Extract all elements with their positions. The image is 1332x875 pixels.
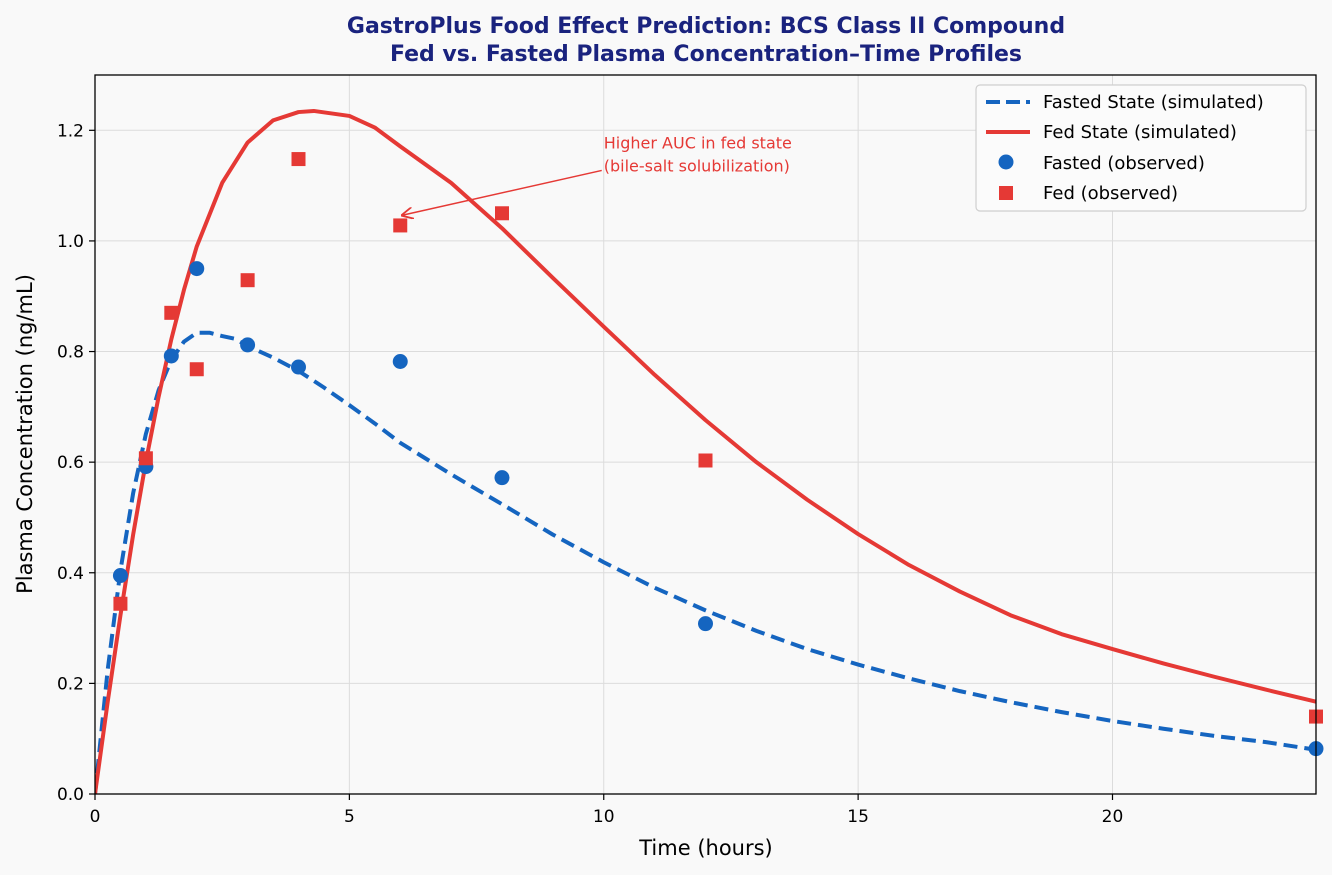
fasted-observed-point [112,568,128,584]
x-tick-label: 5 [344,807,355,827]
legend-label-fasted-sim: Fasted State (simulated) [1043,92,1264,113]
fasted-observed-point [189,261,205,277]
y-tick-label: 0.0 [57,785,84,805]
fed-observed-point [164,305,179,320]
annotation-text-line1: Higher AUC in fed state [604,133,792,152]
plot-frame [94,74,1317,795]
legend: Fasted State (simulated) Fed State (simu… [975,84,1307,212]
y-tick-label: 1.2 [57,121,84,141]
legend-label-fed-sim: Fed State (simulated) [1043,122,1237,143]
fasted-observed-point [494,470,510,486]
y-axis-label: Plasma Concentration (ng/mL) [13,274,37,594]
x-tick-label: 0 [90,807,101,827]
x-axis-label: Time (hours) [638,836,773,860]
y-tick-label: 1.0 [57,232,84,252]
annotation-text-line2: (bile-salt solubilization) [604,156,790,175]
annotation-arrow [402,169,602,215]
fasted-observed-point [291,359,306,375]
x-tick-label: 10 [593,807,615,827]
legend-box [975,84,1307,212]
fasted-observed-point [240,337,256,353]
chart-title-line1: GastroPlus Food Effect Prediction: BCS C… [347,14,1065,39]
chart-title-line2: Fed vs. Fasted Plasma Concentration–Time… [390,42,1022,67]
fasted-observed-point [698,616,713,632]
fed-observed-point [291,152,306,167]
x-tick-label: 15 [847,807,869,827]
y-tick-label: 0.4 [57,564,84,584]
series-layer [95,108,1324,794]
y-tick-label: 0.8 [57,343,84,363]
fed-observed-point [698,453,713,468]
y-tick-label: 0.2 [57,674,84,694]
y-tick-label: 0.6 [57,453,84,473]
legend-swatch-fed-obs [999,186,1013,200]
legend-label-fasted-obs: Fasted (observed) [1043,153,1205,174]
fed-observed-point [495,206,509,221]
legend-swatch-fasted-obs [998,154,1014,170]
fasted-observed-point [392,353,408,369]
axis-ticks: 0 5 10 15 20 0.0 0.2 0.4 0.6 0.8 1.0 1.2 [57,121,1123,827]
legend-label-fed-obs: Fed (observed) [1043,183,1178,204]
fasted-observed-point [163,348,179,364]
x-tick-label: 20 [1102,807,1124,827]
fed-observed-point [113,596,128,611]
fed-observed-point [393,218,408,233]
fed-observed-point [138,451,153,466]
fed-observed-point [189,362,204,377]
fed-observed-point [240,273,255,288]
